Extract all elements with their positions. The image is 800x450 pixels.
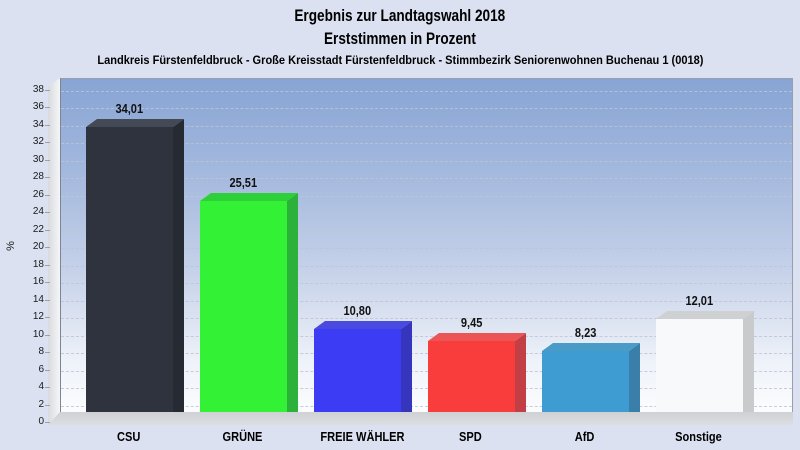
gridline <box>61 125 792 127</box>
y-tick-label: 10 <box>32 328 44 340</box>
gridline <box>61 283 792 285</box>
y-tick-label: 12 <box>32 311 44 323</box>
gridline <box>61 318 792 320</box>
value-label-spd: 9,45 <box>460 315 483 330</box>
bar-side-gr-ne <box>287 193 298 423</box>
gridline <box>61 108 792 110</box>
gridline <box>61 90 792 92</box>
y-tick-label: 6 <box>38 363 44 375</box>
gridline <box>61 388 792 390</box>
chart-subtitle: Landkreis Fürstenfeldbruck - Große Kreis… <box>96 53 704 67</box>
y-tick-mark <box>45 124 50 126</box>
bar-top-gr-ne <box>200 193 299 201</box>
y-tick-label: 20 <box>32 241 44 253</box>
bar-side-freie-w-hler <box>401 321 412 423</box>
gridline <box>61 213 792 215</box>
bar-side-spd <box>515 333 526 423</box>
gridline <box>61 160 792 162</box>
y-tick-mark <box>45 177 50 179</box>
bar-top-spd <box>428 333 527 341</box>
category-label-afd: AfD <box>574 429 595 444</box>
category-label-spd: SPD <box>459 429 482 444</box>
bar-freie-w-hler <box>314 329 401 423</box>
y-tick-label: 2 <box>38 398 44 410</box>
plot-area: 34,01 25,51 10,80 9,45 8,23 12,01 <box>60 78 793 425</box>
value-label-freie-w-hler: 10,80 <box>343 303 372 318</box>
y-tick-mark <box>45 107 50 109</box>
bar-gr-ne <box>200 201 287 423</box>
y-tick-label: 28 <box>32 171 44 183</box>
y-tick-mark <box>45 282 50 284</box>
y-tick-mark <box>45 142 50 144</box>
category-label-sonstige: Sonstige <box>675 429 722 444</box>
title-block: Ergebnis zur Landtagswahl 2018 Erststimm… <box>0 4 800 67</box>
y-tick-mark <box>45 387 50 389</box>
gridline <box>61 265 792 267</box>
bar-csu <box>86 127 173 423</box>
y-tick-label: 36 <box>32 101 44 113</box>
y-tick-label: 32 <box>32 136 44 148</box>
bar-spd <box>428 341 515 423</box>
y-tick-label: 34 <box>32 118 44 130</box>
bar-side-afd <box>629 343 640 423</box>
y-tick-label: 14 <box>32 293 44 305</box>
bar-top-freie-w-hler <box>314 321 413 329</box>
gridline <box>61 353 792 355</box>
y-tick-mark <box>45 369 50 371</box>
category-label-freie-w-hler: FREIE WÄHLER <box>320 429 405 444</box>
category-label-gr-ne: GRÜNE <box>222 429 263 444</box>
left-wall-3d <box>48 78 60 425</box>
value-label-gr-ne: 25,51 <box>229 175 258 190</box>
y-tick-mark <box>45 212 50 214</box>
gridline <box>61 195 792 197</box>
y-tick-mark <box>45 264 50 266</box>
gridline <box>61 178 792 180</box>
bar-side-sonstige <box>743 311 754 423</box>
value-label-csu: 34,01 <box>115 101 144 116</box>
y-tick-mark <box>45 194 50 196</box>
bar-top-sonstige <box>656 311 755 319</box>
gridline <box>61 143 792 145</box>
y-tick-mark <box>45 89 50 91</box>
chart-title-line-2: Erststimmen in Prozent <box>324 29 476 48</box>
gridline <box>61 405 792 407</box>
category-label-csu: CSU <box>116 429 141 444</box>
y-tick-label: 0 <box>38 416 44 427</box>
chart-title-line-1: Ergebnis zur Landtagswahl 2018 <box>294 6 506 25</box>
bar-side-csu <box>173 119 184 424</box>
y-axis-line <box>60 78 61 412</box>
y-tick-mark <box>45 229 50 231</box>
y-tick-label: 4 <box>38 381 44 393</box>
gridline <box>61 230 792 232</box>
bar-afd <box>542 351 629 423</box>
bar-top-csu <box>86 119 185 127</box>
value-label-afd: 8,23 <box>574 325 597 340</box>
y-tick-label: 24 <box>32 206 44 218</box>
y-tick-label: 18 <box>32 258 44 270</box>
y-tick-label: 26 <box>32 188 44 200</box>
value-label-sonstige: 12,01 <box>685 293 714 308</box>
gridline <box>61 300 792 302</box>
bar-top-afd <box>542 343 641 351</box>
y-tick-mark <box>45 334 50 336</box>
y-tick-label: 38 <box>32 83 44 95</box>
y-tick-mark <box>45 299 50 301</box>
y-tick-mark <box>45 247 50 249</box>
y-tick-label: 22 <box>32 223 44 235</box>
gridline <box>61 335 792 337</box>
gridline <box>61 370 792 372</box>
bar-sonstige <box>656 319 743 423</box>
gridline <box>61 248 792 250</box>
y-tick-mark <box>45 422 50 423</box>
y-tick-label: 8 <box>38 346 44 358</box>
y-tick-label: 16 <box>32 276 44 288</box>
y-tick-mark <box>45 404 50 406</box>
y-tick-mark <box>45 159 50 161</box>
y-tick-mark <box>45 317 50 319</box>
y-tick-label: 30 <box>32 153 44 165</box>
y-tick-mark <box>45 352 50 354</box>
floor-3d <box>48 412 793 425</box>
